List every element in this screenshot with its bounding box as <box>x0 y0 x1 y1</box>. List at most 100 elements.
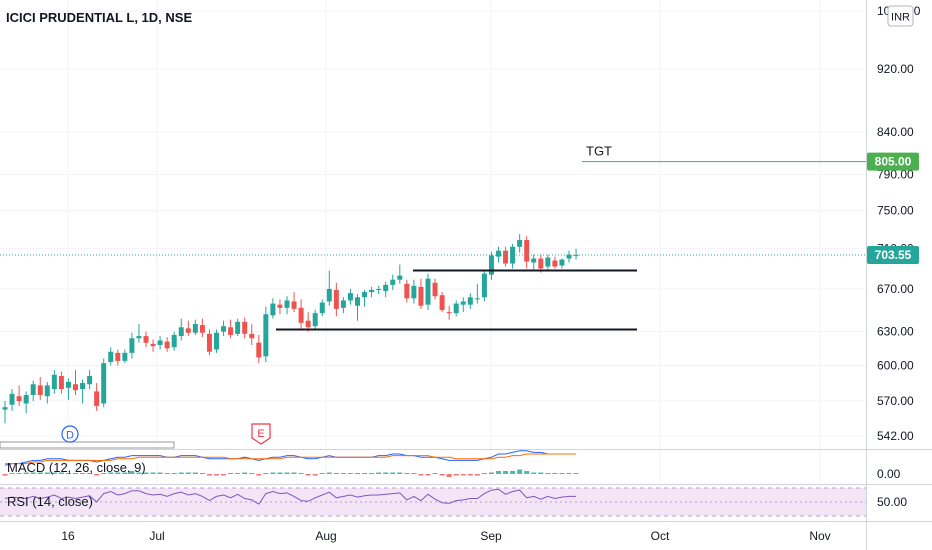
macd-histogram-bar <box>545 473 551 474</box>
candle-body <box>157 340 163 345</box>
earnings-marker[interactable] <box>251 423 271 445</box>
target-line[interactable]: TGT <box>582 144 866 163</box>
candle-body <box>411 285 417 299</box>
macd-histogram-bar <box>199 473 205 474</box>
last-price-tag: 703.55 <box>867 246 919 265</box>
candle-body <box>545 257 551 267</box>
candle-body <box>390 279 396 285</box>
earnings-marker-letter: E <box>257 428 264 440</box>
candle-body <box>503 250 509 264</box>
candle-body <box>460 301 466 305</box>
support-lines[interactable] <box>276 269 637 331</box>
macd-histogram-bar <box>298 473 304 474</box>
macd-histogram-bar <box>206 474 212 476</box>
candle <box>30 380 36 402</box>
macd-histogram-bar <box>87 473 93 474</box>
macd-legend[interactable]: MACD (12, 26, close, 9) <box>7 460 146 475</box>
candle <box>566 250 572 263</box>
currency-badge[interactable] <box>887 5 914 27</box>
candle-body <box>37 385 43 396</box>
candle <box>326 270 332 306</box>
time-axis-tick: Nov <box>809 529 830 543</box>
macd-histogram <box>2 469 579 477</box>
target-price-tag: 805.00 <box>867 152 919 171</box>
candle <box>362 289 368 307</box>
macd-histogram-bar <box>136 472 142 474</box>
currency-label: INR <box>891 12 910 24</box>
candle <box>474 283 480 304</box>
macd-histogram-bar <box>94 474 100 476</box>
macd-histogram-bar <box>65 473 71 474</box>
candle-body <box>340 300 346 308</box>
candle <box>80 379 86 404</box>
chart-scrollbar[interactable] <box>0 441 175 449</box>
last-price-tag-text: 703.55 <box>875 248 912 262</box>
candle <box>206 329 212 356</box>
macd-histogram-bar <box>326 472 332 474</box>
candle-body <box>214 332 219 350</box>
candle-body <box>439 295 445 310</box>
candle <box>171 331 177 351</box>
candle <box>404 279 410 303</box>
candle-body <box>319 302 325 314</box>
candle <box>192 319 198 335</box>
candle <box>390 274 396 290</box>
macd-histogram-bar <box>101 473 107 474</box>
candle-body <box>242 321 248 334</box>
candle-body <box>517 239 523 247</box>
candle <box>418 278 424 309</box>
macd-histogram-bar <box>496 471 501 474</box>
macd-histogram-bar <box>157 472 163 474</box>
candle <box>150 339 156 352</box>
candle <box>9 388 15 411</box>
macd-histogram-bar <box>221 474 227 476</box>
macd-histogram-bar <box>171 473 177 474</box>
candle-body <box>305 320 311 328</box>
candle-body <box>432 282 438 297</box>
candle-body <box>2 407 8 410</box>
macd-histogram-bar <box>129 471 135 474</box>
candle <box>333 282 339 317</box>
candle <box>23 391 29 414</box>
macd-histogram-bar <box>228 473 234 474</box>
time-axis-tick: Sep <box>480 529 502 543</box>
candle-body <box>453 303 459 314</box>
macd-axis-tick: 0.00 <box>877 467 901 481</box>
candle-body <box>481 273 487 298</box>
candle-body <box>524 239 530 262</box>
macd-histogram-bar <box>178 472 184 474</box>
rsi-legend[interactable]: RSI (14, close) <box>7 494 93 509</box>
candle-body <box>312 313 318 327</box>
macd-histogram-bar <box>235 473 241 474</box>
chart-title: ICICI PRUDENTIAL L, 1D, NSE <box>6 10 192 25</box>
candle <box>573 248 579 260</box>
candle <box>199 318 205 338</box>
candle <box>517 234 523 253</box>
dividend-marker[interactable] <box>61 425 79 443</box>
candles <box>2 234 579 424</box>
candle <box>376 285 382 295</box>
candle <box>510 243 516 269</box>
candle-body <box>9 393 15 405</box>
candle-body <box>136 336 142 339</box>
time-axis[interactable]: 16 Jul Aug Sep Oct Nov <box>61 529 830 543</box>
price-axis-tick: 542.00 <box>877 429 914 443</box>
rsi-line <box>4 488 577 505</box>
macd-histogram-bar <box>270 472 276 474</box>
macd-histogram-bar <box>510 471 516 474</box>
macd-histogram-bar <box>2 474 8 476</box>
candle-body <box>122 352 128 361</box>
candle <box>383 281 389 298</box>
macd-histogram-bar <box>44 472 50 474</box>
macd-histogram-bar <box>58 472 64 474</box>
candle <box>291 292 297 313</box>
price-axis[interactable]: 920.00840.00790.00750.00710.00670.00630.… <box>877 4 921 443</box>
macd-histogram-bar <box>122 472 128 474</box>
candle <box>94 383 100 411</box>
macd-histogram-bar <box>192 472 198 474</box>
candle-body <box>263 314 269 357</box>
macd-histogram-bar <box>23 472 29 474</box>
candle <box>44 381 50 404</box>
candle-body <box>129 338 135 353</box>
